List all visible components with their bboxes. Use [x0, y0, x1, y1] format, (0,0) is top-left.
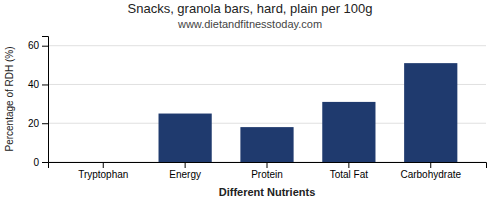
chart-svg: 0 20 40 60 Tryptophan Energy Protein Total Fat C… — [0, 0, 500, 200]
tick-label: 20 — [28, 118, 40, 129]
bar — [404, 63, 457, 162]
tick-mark — [103, 162, 104, 168]
x-axis: Tryptophan Energy Protein Total Fat Carbohyd… — [49, 162, 487, 180]
tick-label: 40 — [28, 79, 40, 90]
chart-container: 0 20 40 60 Tryptophan Energy Protein Total Fat C… — [0, 0, 500, 200]
bar — [77, 162, 130, 163]
tick-mark — [348, 162, 349, 168]
x-axis-title: Different Nutrients — [219, 186, 316, 198]
bar — [322, 102, 375, 162]
axis-line — [49, 163, 487, 169]
tick-label: 0 — [33, 157, 39, 168]
grid-line — [48, 45, 486, 46]
tick-mark — [42, 162, 48, 163]
tick-label: 60 — [28, 40, 40, 51]
tick: Energy — [169, 162, 201, 180]
tick-label: Carbohydrate — [400, 169, 461, 180]
tick-mark — [42, 46, 48, 47]
bars — [159, 63, 458, 162]
tick-mark — [42, 123, 48, 124]
tick: 20 — [28, 118, 48, 129]
tick-label: Total Fat — [330, 169, 369, 180]
tick: 40 — [28, 79, 48, 90]
tick: Carbohydrate — [400, 162, 461, 180]
tick-label: Tryptophan — [78, 169, 128, 180]
tick-mark — [185, 162, 186, 168]
title: Snacks, granola bars, hard, plain per 10… — [128, 1, 373, 16]
bar — [240, 127, 293, 162]
y-axis-title: Percentage of RDH (%) — [4, 46, 15, 151]
axis-line — [42, 37, 49, 163]
subtitle: www.dietandfitnesstoday.com — [177, 18, 322, 30]
tick: Total Fat — [330, 162, 369, 180]
tick: Tryptophan — [78, 162, 128, 180]
tick-label: Protein — [251, 169, 283, 180]
tick: Protein — [251, 162, 283, 180]
y-axis: 0 20 40 60 — [28, 37, 49, 168]
tick-label: Energy — [169, 169, 201, 180]
tick-mark — [430, 162, 431, 168]
bar — [159, 114, 212, 162]
tick-mark — [267, 162, 268, 168]
tick: 60 — [28, 40, 48, 51]
tick-mark — [42, 84, 48, 85]
tick: 0 — [33, 157, 48, 168]
grid — [48, 46, 486, 162]
